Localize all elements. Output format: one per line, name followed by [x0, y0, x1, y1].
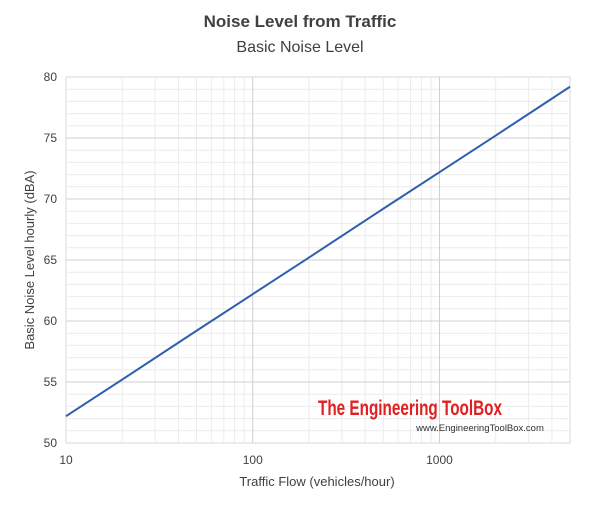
x-axis-label: Traffic Flow (vehicles/hour) — [239, 474, 394, 489]
y-tick-label: 80 — [44, 70, 58, 84]
y-tick-label: 50 — [44, 436, 58, 450]
series-line-0 — [65, 85, 571, 417]
x-tick-label: 10 — [59, 453, 73, 467]
y-tick-label: 60 — [44, 314, 58, 328]
watermark: The Engineering ToolBox www.EngineeringT… — [318, 397, 544, 434]
x-axis-ticks: 10 100 1000 — [59, 453, 453, 467]
x-tick-label: 1000 — [426, 453, 453, 467]
x-tick-label: 100 — [243, 453, 263, 467]
y-axis-label: Basic Noise Level hourly (dBA) — [22, 170, 37, 349]
y-tick-label: 75 — [44, 131, 58, 145]
watermark-name: The Engineering ToolBox — [318, 397, 502, 420]
watermark-url: www.EngineeringToolBox.com — [415, 423, 544, 434]
y-tick-label: 70 — [44, 192, 58, 206]
chart-subtitle: Basic Noise Level — [236, 39, 363, 56]
y-tick-label: 65 — [44, 253, 58, 267]
major-gridlines — [66, 77, 570, 443]
series-layer — [65, 85, 571, 417]
y-axis-ticks: 50 55 60 65 70 75 80 — [44, 70, 58, 450]
y-tick-label: 55 — [44, 375, 58, 389]
chart-title: Noise Level from Traffic — [204, 12, 397, 31]
